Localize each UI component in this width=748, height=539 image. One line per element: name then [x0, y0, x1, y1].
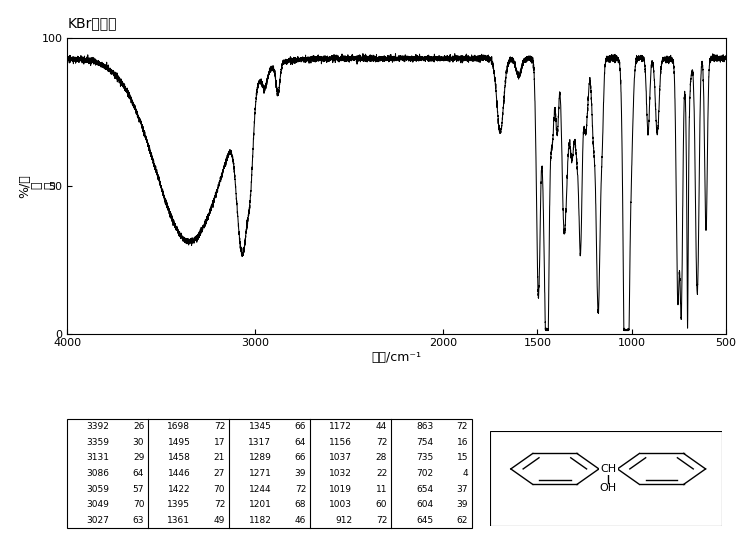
Text: 3086: 3086	[87, 469, 109, 478]
Text: 1156: 1156	[329, 438, 352, 447]
Text: 66: 66	[295, 422, 306, 431]
Text: 70: 70	[132, 500, 144, 509]
Text: 4: 4	[462, 469, 468, 478]
Text: 912: 912	[335, 516, 352, 525]
Text: 72: 72	[375, 516, 387, 525]
Text: 64: 64	[295, 438, 306, 447]
Text: 3059: 3059	[87, 485, 109, 494]
Text: 17: 17	[214, 438, 225, 447]
Text: 1361: 1361	[168, 516, 191, 525]
Text: 1422: 1422	[168, 485, 191, 494]
Text: 57: 57	[132, 485, 144, 494]
Text: 3049: 3049	[87, 500, 109, 509]
Text: 39: 39	[295, 469, 306, 478]
Text: 44: 44	[376, 422, 387, 431]
Text: 46: 46	[295, 516, 306, 525]
Text: 3027: 3027	[87, 516, 109, 525]
Text: 1289: 1289	[248, 453, 272, 462]
Text: 22: 22	[376, 469, 387, 478]
Text: 1172: 1172	[329, 422, 352, 431]
Text: 3392: 3392	[87, 422, 109, 431]
Text: 49: 49	[214, 516, 225, 525]
Text: 37: 37	[456, 485, 468, 494]
Text: 16: 16	[456, 438, 468, 447]
Text: 1019: 1019	[329, 485, 352, 494]
Text: 66: 66	[295, 453, 306, 462]
Text: 29: 29	[133, 453, 144, 462]
Text: 1201: 1201	[248, 500, 272, 509]
Text: 68: 68	[295, 500, 306, 509]
Text: 754: 754	[416, 438, 433, 447]
Text: 63: 63	[132, 516, 144, 525]
Text: 62: 62	[457, 516, 468, 525]
Text: 72: 72	[214, 500, 225, 509]
Text: 1495: 1495	[168, 438, 191, 447]
Text: 863: 863	[416, 422, 433, 431]
X-axis label: 波数/cm⁻¹: 波数/cm⁻¹	[372, 351, 421, 364]
Text: 1458: 1458	[168, 453, 191, 462]
Text: 654: 654	[416, 485, 433, 494]
Text: 1345: 1345	[248, 422, 272, 431]
Text: CH: CH	[600, 464, 616, 474]
Text: 1037: 1037	[329, 453, 352, 462]
Bar	[67, 419, 472, 528]
Text: 1003: 1003	[329, 500, 352, 509]
Text: 3359: 3359	[87, 438, 109, 447]
Text: 64: 64	[133, 469, 144, 478]
Text: 21: 21	[214, 453, 225, 462]
Text: 1032: 1032	[329, 469, 352, 478]
Text: 1395: 1395	[168, 500, 191, 509]
Text: 28: 28	[375, 453, 387, 462]
Text: 30: 30	[132, 438, 144, 447]
Text: 11: 11	[375, 485, 387, 494]
Text: 1698: 1698	[168, 422, 191, 431]
Text: 72: 72	[375, 438, 387, 447]
Text: KBr压片法: KBr压片法	[67, 16, 117, 30]
Text: 735: 735	[416, 453, 433, 462]
Text: 1182: 1182	[248, 516, 272, 525]
Text: 72: 72	[457, 422, 468, 431]
Text: 1271: 1271	[248, 469, 272, 478]
Text: 72: 72	[214, 422, 225, 431]
Text: 26: 26	[133, 422, 144, 431]
Text: 27: 27	[214, 469, 225, 478]
Text: 72: 72	[295, 485, 306, 494]
Text: 3131: 3131	[87, 453, 109, 462]
Text: 645: 645	[416, 516, 433, 525]
Text: 70: 70	[214, 485, 225, 494]
Text: 1446: 1446	[168, 469, 191, 478]
Text: 1317: 1317	[248, 438, 272, 447]
Text: 15: 15	[456, 453, 468, 462]
Text: 39: 39	[456, 500, 468, 509]
Text: 60: 60	[375, 500, 387, 509]
Y-axis label: %/透
过
率: %/透 过 率	[18, 174, 57, 197]
Text: OH: OH	[600, 483, 617, 493]
Text: 1244: 1244	[249, 485, 272, 494]
Text: 604: 604	[416, 500, 433, 509]
Text: 702: 702	[416, 469, 433, 478]
